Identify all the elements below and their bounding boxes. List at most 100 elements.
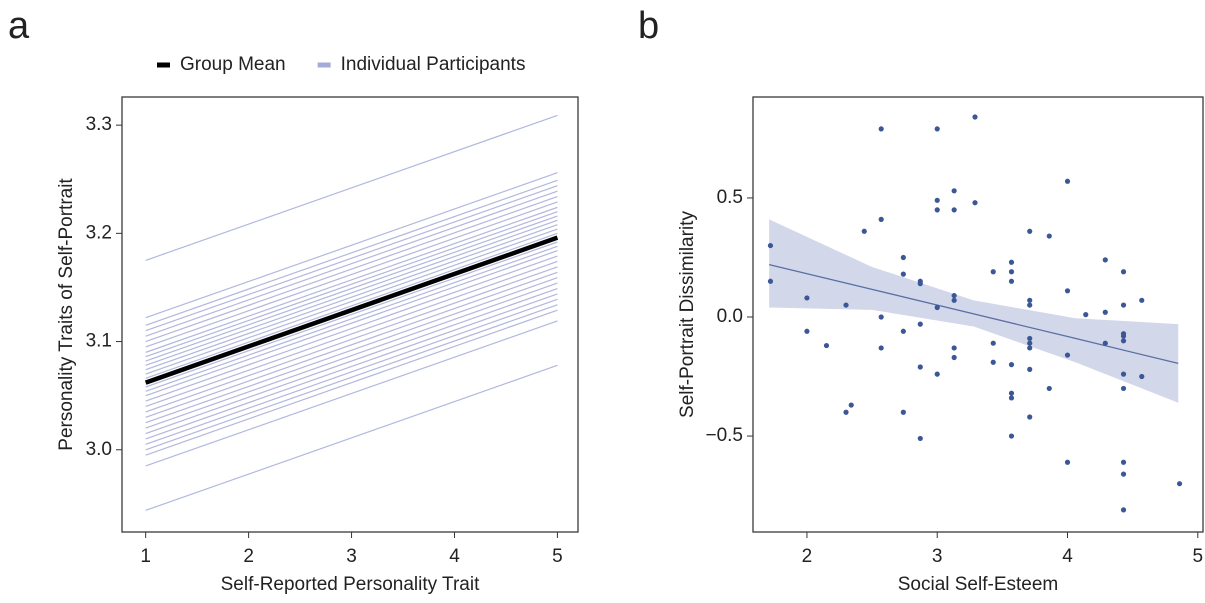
data-point — [878, 126, 884, 132]
series-line — [145, 309, 558, 456]
y-tick-label: 3.3 — [86, 114, 112, 135]
series-line — [145, 114, 558, 261]
x-tick-label: 1 — [140, 546, 151, 567]
y-axis-title: Self-Portrait Dissimilarity — [677, 211, 698, 418]
series-line — [145, 195, 558, 343]
data-point — [1027, 335, 1033, 342]
series-line — [145, 277, 558, 424]
panel-label: b — [638, 5, 659, 47]
data-point — [1008, 390, 1015, 396]
data-point — [1046, 233, 1052, 239]
data-point — [951, 354, 957, 361]
data-point — [843, 302, 849, 308]
data-point — [767, 242, 774, 249]
data-point — [1064, 352, 1071, 358]
series-line — [145, 304, 558, 451]
data-point — [1027, 228, 1033, 234]
data-point — [1120, 333, 1127, 339]
data-point — [900, 328, 906, 334]
data-point — [1176, 481, 1183, 487]
confidence-band — [769, 219, 1179, 403]
y-tick-label: 3.2 — [86, 222, 112, 243]
data-point — [1120, 371, 1127, 377]
data-point — [900, 254, 906, 261]
regression-line — [769, 263, 1179, 365]
data-point — [1120, 269, 1127, 275]
data-point — [1120, 385, 1127, 392]
data-point — [1064, 459, 1071, 465]
data-point — [990, 340, 996, 346]
y-axis-title: Personality Traits of Self-Portrait — [56, 178, 77, 451]
data-point — [934, 126, 940, 132]
series-line — [145, 185, 558, 332]
series-line — [145, 172, 558, 319]
series-line — [145, 219, 558, 366]
series-line — [145, 250, 558, 397]
series-line — [145, 228, 558, 375]
data-point — [861, 228, 867, 234]
x-tick-label: 5 — [552, 546, 563, 567]
data-point — [823, 342, 830, 349]
data-point — [951, 207, 957, 213]
data-point — [1120, 459, 1127, 465]
data-point — [951, 345, 957, 351]
x-tick-label: 4 — [1062, 546, 1073, 567]
series-line — [145, 320, 558, 467]
data-point — [1027, 340, 1033, 346]
x-axis-title: Self-Reported Personality Trait — [221, 574, 480, 595]
data-point — [1102, 309, 1108, 315]
data-point — [767, 278, 774, 284]
data-point — [878, 314, 884, 320]
data-point — [1027, 366, 1033, 372]
data-point — [990, 269, 996, 275]
data-point — [972, 114, 978, 120]
data-point — [1008, 433, 1015, 439]
data-point — [1027, 302, 1033, 308]
series-line — [145, 190, 558, 337]
data-point — [843, 409, 849, 415]
data-point — [1120, 302, 1127, 308]
data-point — [917, 281, 923, 287]
series-line — [145, 215, 558, 362]
data-point — [951, 188, 957, 194]
data-point — [1027, 345, 1033, 351]
data-point — [972, 200, 978, 206]
data-point — [1008, 362, 1015, 368]
y-tick-label: 0.0 — [717, 306, 743, 327]
series-line — [145, 206, 558, 353]
data-point — [878, 216, 884, 222]
data-point — [1008, 278, 1015, 284]
data-point — [1139, 297, 1145, 303]
series-line — [145, 287, 558, 435]
data-point — [990, 359, 996, 365]
data-point — [1008, 395, 1015, 401]
legend-label: Individual Participants — [341, 54, 526, 75]
series-line — [145, 271, 558, 418]
x-tick-label: 3 — [346, 546, 357, 567]
data-point — [1064, 178, 1071, 184]
data-point — [1120, 471, 1127, 477]
data-point — [804, 295, 810, 301]
data-point — [878, 345, 884, 351]
series-line — [145, 298, 558, 445]
series-line — [145, 266, 558, 413]
series-line — [145, 364, 558, 511]
series-line — [145, 293, 558, 440]
legend-label: Group Mean — [180, 54, 286, 75]
data-point — [917, 364, 923, 370]
y-tick-label: 3.1 — [86, 331, 112, 352]
data-point — [1027, 297, 1033, 303]
data-point — [1139, 373, 1145, 380]
data-point — [1064, 288, 1071, 294]
data-point — [848, 402, 854, 408]
series-line — [145, 245, 558, 392]
series-line — [144, 235, 559, 385]
data-point — [934, 304, 940, 311]
data-point — [951, 292, 957, 299]
y-tick-label: 3.0 — [86, 439, 112, 460]
data-point — [1083, 312, 1089, 318]
data-point — [900, 409, 906, 415]
data-point — [934, 371, 940, 377]
